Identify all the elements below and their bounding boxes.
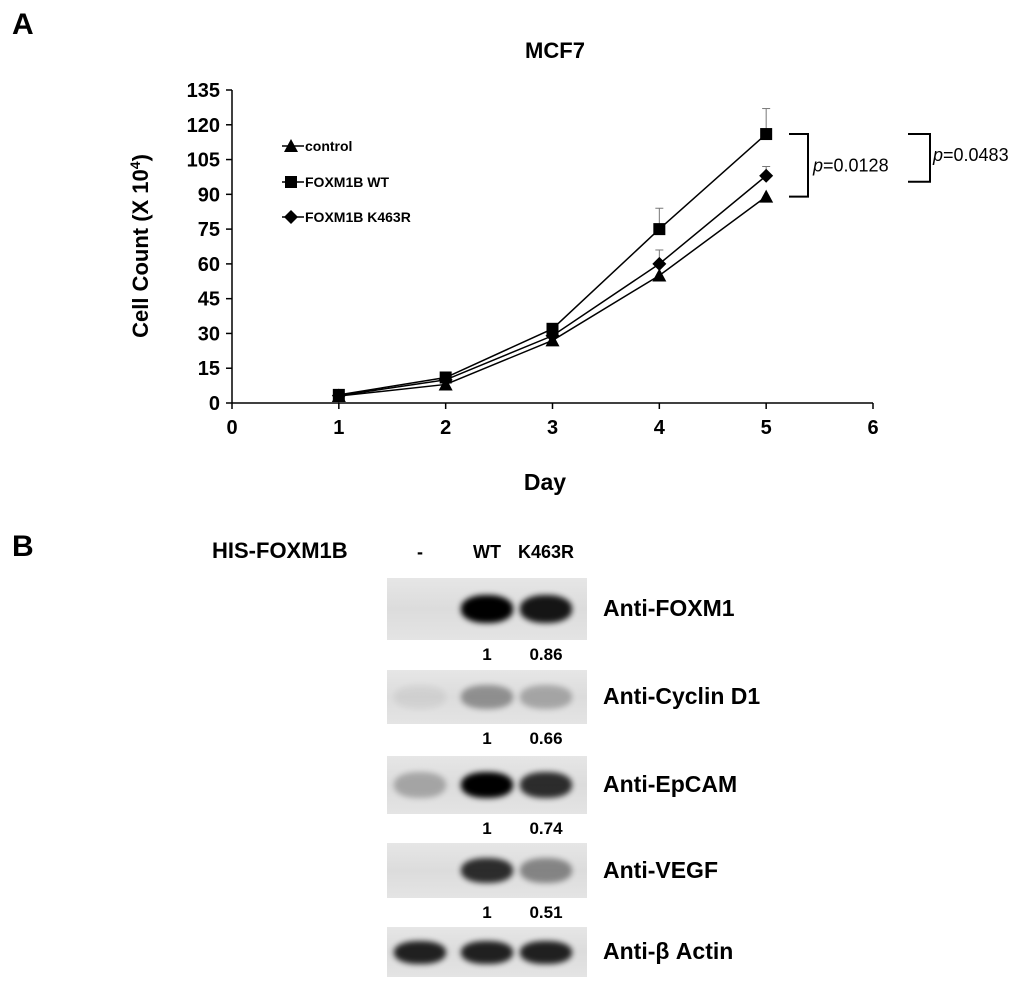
blot-band — [461, 940, 513, 964]
p-value-italic: p — [812, 155, 823, 175]
data-point-1 — [760, 128, 773, 141]
y-tick-label: 105 — [187, 150, 220, 172]
blot-band — [461, 772, 513, 798]
significance-bracket-1 — [789, 133, 809, 198]
antibody-label: Anti-Cyclin D1 — [603, 683, 761, 709]
blot-strip — [387, 670, 587, 724]
y-axis-label-main: Cell Count (X 10 — [128, 169, 153, 338]
antibody-label: Anti-EpCAM — [603, 771, 738, 797]
blot-band — [520, 685, 572, 709]
series-line-1 — [338, 133, 767, 396]
x-tick-label: 2 — [440, 417, 451, 439]
blot-band — [394, 772, 446, 798]
lane-label: - — [417, 542, 423, 562]
antibody-label: Anti-β Actin — [603, 938, 734, 964]
y-axis-label: Cell Count (X 104) — [127, 154, 153, 338]
significance-bracket-2 — [908, 133, 931, 183]
y-axis-label-sup: 4 — [127, 161, 143, 169]
quantification-value: 0.66 — [529, 729, 563, 748]
lane-label: K463R — [517, 542, 575, 562]
panel-b-label: B — [12, 530, 34, 563]
chart-legend: control FOXM1B WT FOXM1B K463R — [282, 138, 411, 225]
quantification-value: 1 — [482, 645, 492, 664]
blot-band — [394, 685, 446, 709]
series-line-0 — [338, 196, 767, 397]
data-point-2 — [331, 388, 346, 403]
data-point-2 — [545, 328, 560, 343]
blot-band — [461, 685, 513, 709]
x-axis-label: Day — [524, 469, 566, 495]
y-tick-label: 60 — [198, 254, 220, 276]
antibody-label: Anti-VEGF — [603, 856, 718, 883]
lane-label: WT — [473, 542, 501, 562]
blot-band — [520, 772, 572, 798]
blot-strip — [387, 756, 587, 814]
blot-band — [461, 858, 513, 883]
panel-a-label: A — [12, 8, 34, 41]
data-point-0 — [759, 189, 774, 203]
y-tick-label: 30 — [198, 323, 220, 345]
data-point-0 — [652, 268, 667, 282]
p-value-label-2: p=0.0483 — [932, 145, 1009, 165]
p-value-label-1: p=0.0128 — [812, 155, 889, 175]
x-tick-label: 0 — [226, 417, 237, 439]
data-point-1 — [653, 223, 666, 236]
quantification-value: 0.74 — [529, 819, 563, 838]
blot-strip — [387, 843, 587, 898]
blot-band — [520, 940, 572, 964]
quantification-value: 1 — [482, 729, 492, 748]
y-tick-label: 0 — [209, 393, 220, 415]
legend-label: FOXM1B K463R — [305, 209, 411, 225]
p-value-italic: p — [932, 145, 943, 165]
x-tick-label: 5 — [761, 417, 772, 439]
data-point-2 — [652, 256, 667, 271]
x-tick-label: 4 — [654, 417, 666, 439]
blot-band — [520, 858, 572, 883]
legend-label: FOXM1B WT — [305, 174, 389, 190]
legend-marker — [285, 176, 297, 188]
blot-band — [520, 595, 572, 623]
legend-marker — [284, 210, 298, 224]
blot-band — [461, 595, 513, 623]
chart-series — [331, 108, 774, 403]
quantification-value: 1 — [482, 903, 492, 922]
y-tick-label: 90 — [198, 184, 220, 206]
data-point-2 — [759, 168, 774, 183]
y-axis-label-close: ) — [128, 154, 153, 161]
p-value-number: =0.0483 — [943, 145, 1009, 165]
legend-marker — [284, 139, 298, 152]
blot-strip — [387, 927, 587, 977]
y-tick-label: 45 — [198, 289, 220, 311]
quantification-value: 0.51 — [529, 903, 563, 922]
x-tick-label: 6 — [867, 417, 878, 439]
quantification-value: 1 — [482, 819, 492, 838]
y-tick-label: 15 — [198, 358, 220, 380]
p-value-number: =0.0128 — [823, 155, 889, 175]
chart-title: MCF7 — [525, 38, 585, 63]
x-tick-label: 1 — [333, 417, 344, 439]
y-tick-label: 120 — [187, 115, 220, 137]
x-tick-label: 3 — [547, 417, 558, 439]
y-tick-label: 135 — [187, 80, 220, 102]
quantification-value: 0.86 — [529, 645, 563, 664]
blot-header-label: HIS-FOXM1B — [212, 538, 348, 563]
blot-strip — [387, 578, 587, 640]
legend-label: control — [305, 138, 352, 154]
y-tick-label: 75 — [198, 219, 220, 241]
blot-band — [394, 940, 446, 964]
data-point-2 — [438, 372, 453, 387]
antibody-label: Anti-FOXM1 — [603, 595, 735, 621]
